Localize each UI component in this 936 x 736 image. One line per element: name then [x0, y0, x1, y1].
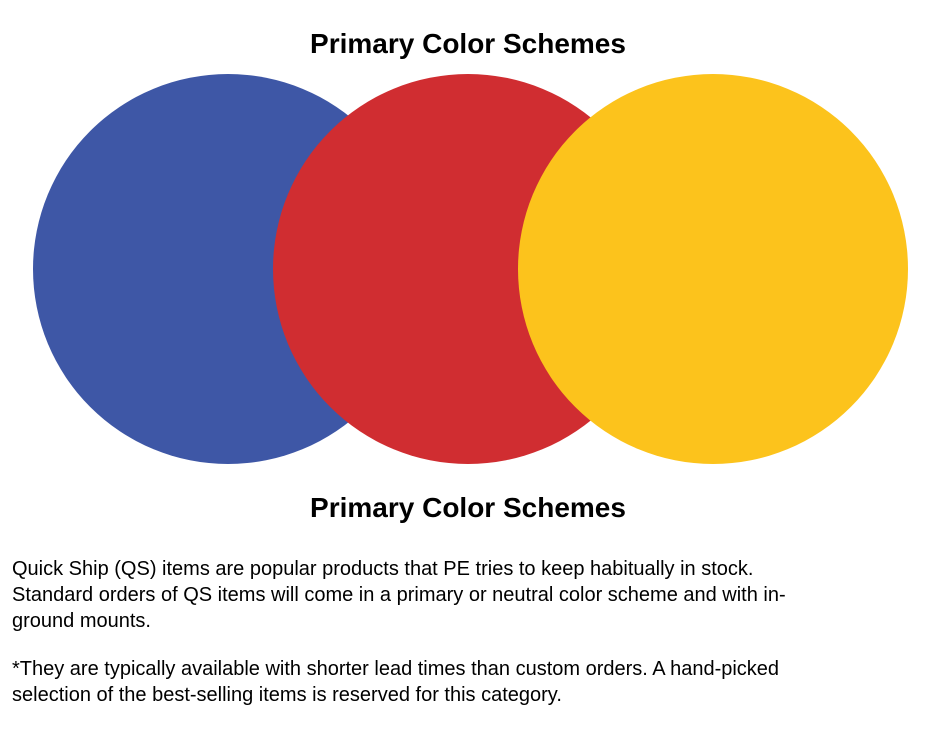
quick-ship-paragraph: Quick Ship (QS) items are popular produc…: [12, 558, 786, 632]
diagram-caption: Primary Color Schemes: [310, 492, 626, 523]
lead-time-footnote-paragraph: *They are typically available with short…: [12, 658, 780, 706]
primary-colors-diagram: [0, 74, 936, 464]
yellow-circle: [518, 74, 908, 464]
page-title: Primary Color Schemes: [310, 28, 626, 59]
